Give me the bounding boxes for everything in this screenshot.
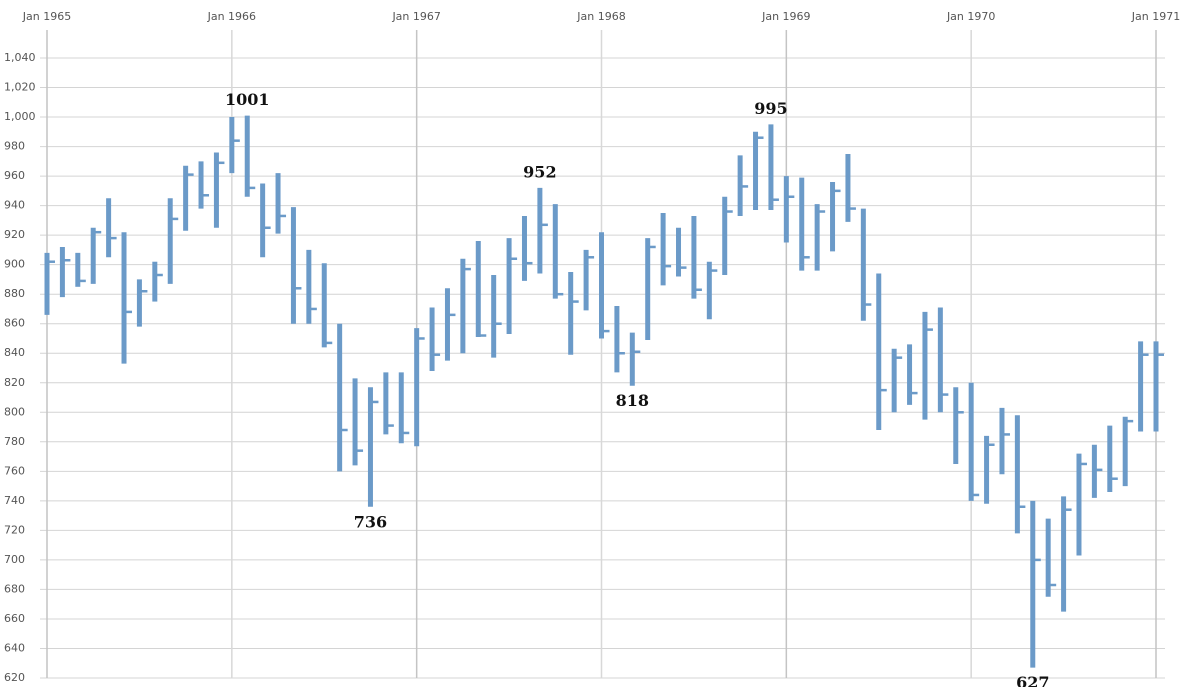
y-tick-label: 780 [4,435,25,448]
annotation: 952 [523,162,556,181]
y-tick-label: 940 [4,199,25,212]
y-tick-label: 980 [4,140,25,153]
y-tick-label: 700 [4,553,25,566]
y-tick-label: 820 [4,376,25,389]
y-tick-label: 920 [4,228,25,241]
x-tick-label: Jan 1969 [761,10,810,23]
y-tick-label: 880 [4,287,25,300]
annotation: 818 [616,391,649,410]
y-tick-label: 1,020 [4,81,36,94]
y-tick-label: 800 [4,405,25,418]
y-tick-label: 900 [4,258,25,271]
x-tick-label: Jan 1967 [391,10,440,23]
x-tick-label: Jan 1971 [1131,10,1180,23]
y-tick-label: 640 [4,641,25,654]
y-tick-label: 680 [4,582,25,595]
y-tick-label: 840 [4,346,25,359]
y-tick-label: 740 [4,494,25,507]
x-tick-label: Jan 1966 [207,10,256,23]
x-tick-label: Jan 1965 [22,10,71,23]
annotation: 995 [754,99,787,118]
y-tick-label: 1,000 [4,110,36,123]
y-tick-label: 760 [4,464,25,477]
y-tick-label: 620 [4,671,25,684]
y-tick-label: 860 [4,317,25,330]
annotation: 627 [1016,673,1049,687]
y-tick-label: 660 [4,612,25,625]
annotation: 736 [354,512,387,531]
y-tick-label: 960 [4,169,25,182]
x-tick-label: Jan 1968 [576,10,625,23]
y-tick-label: 720 [4,523,25,536]
x-tick-label: Jan 1970 [946,10,995,23]
y-tick-label: 1,040 [4,51,36,64]
annotation: 1001 [225,90,270,109]
